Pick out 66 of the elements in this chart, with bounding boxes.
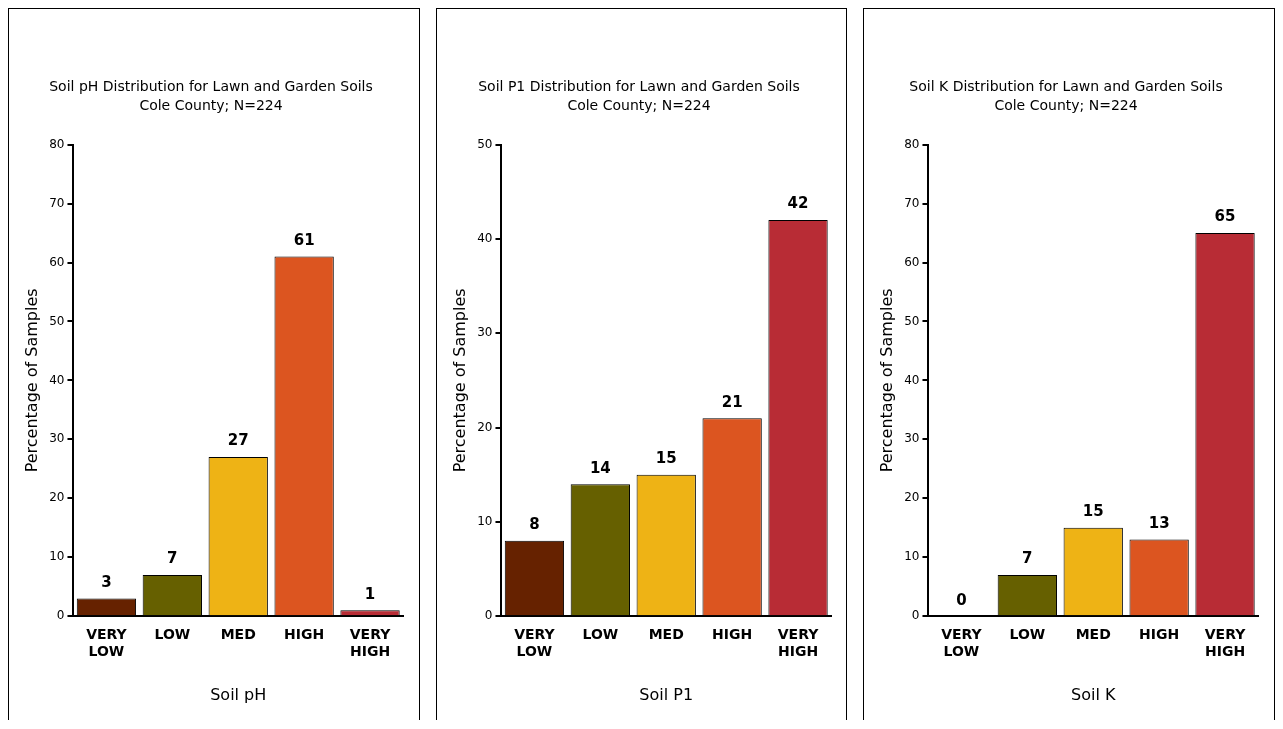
chart-title: Soil P1 Distribution for Lawn and Garden Soils bbox=[477, 78, 800, 95]
data-label: 13 bbox=[1149, 513, 1170, 532]
chart-title: Soil K Distribution for Lawn and Garden Soils bbox=[909, 78, 1224, 95]
y-tick-label: 20 bbox=[49, 490, 65, 505]
chart-subtitle: Cole County; N=224 bbox=[567, 96, 711, 113]
data-label: 15 bbox=[655, 449, 677, 468]
x-tick-label: HIGH bbox=[1139, 626, 1180, 643]
y-tick-label: 0 bbox=[912, 608, 920, 623]
y-tick-label: 40 bbox=[476, 231, 493, 246]
x-tick-label: VERY HIGH bbox=[1205, 626, 1247, 660]
y-tick-label: 20 bbox=[476, 419, 493, 434]
x-axis-title: Soil pH bbox=[210, 684, 267, 704]
data-label: 0 bbox=[956, 590, 967, 609]
y-tick-label: 60 bbox=[904, 254, 920, 269]
x-axis-title: Soil P1 bbox=[639, 684, 693, 704]
y-tick-label: 0 bbox=[484, 608, 493, 623]
y-tick-label: 80 bbox=[49, 136, 65, 151]
data-label: 42 bbox=[787, 194, 809, 213]
y-tick-label: 50 bbox=[476, 136, 493, 151]
y-tick-label: 0 bbox=[56, 608, 65, 623]
data-label: 65 bbox=[1214, 207, 1236, 226]
y-tick-label: 50 bbox=[49, 313, 65, 328]
data-label: 21 bbox=[721, 392, 743, 411]
y-tick-label: 40 bbox=[49, 372, 65, 387]
y-tick-label: 60 bbox=[49, 254, 65, 269]
y-axis-title: Percentage of Samples bbox=[21, 288, 41, 473]
x-tick-label: VERY HIGH bbox=[777, 626, 819, 660]
y-tick-label: 70 bbox=[49, 195, 65, 210]
data-label: 7 bbox=[1022, 549, 1033, 568]
chart-subtitle: Cole County; N=224 bbox=[139, 96, 283, 113]
x-tick-label: VERY HIGH bbox=[349, 626, 392, 660]
data-label: 7 bbox=[167, 549, 178, 568]
y-tick-label: 50 bbox=[904, 313, 920, 328]
x-tick-label: MED bbox=[1076, 626, 1112, 643]
y-tick-label: 30 bbox=[476, 325, 493, 340]
data-label: 61 bbox=[293, 231, 315, 249]
data-label: 1 bbox=[364, 584, 376, 603]
y-axis-title: Percentage of Samples bbox=[877, 288, 897, 473]
y-tick-label: 10 bbox=[476, 514, 493, 529]
x-tick-label: MED bbox=[220, 626, 256, 643]
x-tick-label: VERY LOW bbox=[941, 626, 983, 660]
y-tick-label: 30 bbox=[49, 431, 65, 446]
chart-title: Soil pH Distribution for Lawn and Garden Soils bbox=[49, 78, 373, 95]
y-tick-label: 10 bbox=[49, 549, 65, 564]
x-tick-label: LOW bbox=[582, 626, 618, 643]
y-tick-label: 30 bbox=[904, 431, 920, 446]
data-label: 14 bbox=[589, 458, 611, 477]
y-tick-label: 70 bbox=[904, 195, 920, 210]
x-tick-label: LOW bbox=[1009, 626, 1046, 643]
x-tick-label: VERY LOW bbox=[86, 626, 128, 660]
data-label: 8 bbox=[528, 515, 540, 534]
data-label: 3 bbox=[101, 572, 112, 591]
y-tick-label: 20 bbox=[904, 490, 920, 505]
chart-subtitle: Cole County; N=224 bbox=[994, 96, 1139, 113]
x-tick-label: MED bbox=[648, 626, 684, 643]
y-axis-title: Percentage of Samples bbox=[449, 288, 469, 473]
x-axis-title: Soil K bbox=[1071, 684, 1117, 704]
x-tick-label: HIGH bbox=[284, 626, 325, 643]
data-label: 15 bbox=[1083, 502, 1105, 521]
y-tick-label: 40 bbox=[904, 372, 920, 387]
x-tick-label: HIGH bbox=[711, 626, 752, 643]
y-tick-label: 80 bbox=[904, 136, 920, 151]
x-tick-label: VERY LOW bbox=[513, 626, 556, 660]
x-tick-label: LOW bbox=[154, 626, 191, 643]
y-tick-label: 10 bbox=[904, 549, 920, 564]
data-label: 27 bbox=[227, 431, 249, 450]
